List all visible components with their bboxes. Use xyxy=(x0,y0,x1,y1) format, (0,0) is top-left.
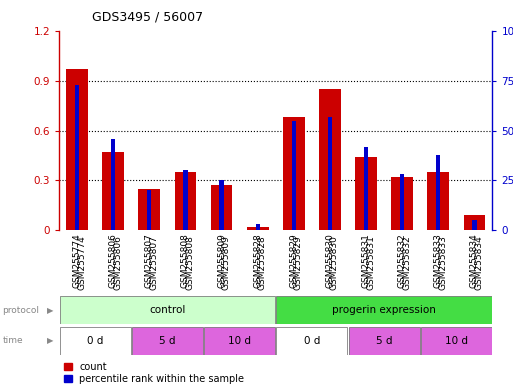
Text: GSM255774: GSM255774 xyxy=(77,235,86,290)
Text: progerin expression: progerin expression xyxy=(332,305,436,315)
Text: GSM255829: GSM255829 xyxy=(294,235,303,290)
Text: GSM255807: GSM255807 xyxy=(149,235,159,290)
Bar xyxy=(102,152,124,230)
Text: GSM255833: GSM255833 xyxy=(434,233,443,288)
Text: 0 d: 0 d xyxy=(304,336,320,346)
Text: GSM255828: GSM255828 xyxy=(253,233,262,288)
Bar xyxy=(75,84,79,230)
FancyBboxPatch shape xyxy=(277,296,492,324)
Text: GSM255831: GSM255831 xyxy=(366,235,375,290)
Bar xyxy=(319,89,341,230)
Text: control: control xyxy=(149,305,186,315)
Text: time: time xyxy=(3,336,23,345)
Text: GSM255834: GSM255834 xyxy=(470,233,479,288)
Bar xyxy=(183,170,188,230)
Bar xyxy=(427,172,449,230)
Text: GSM255830: GSM255830 xyxy=(330,235,339,290)
FancyBboxPatch shape xyxy=(349,327,420,355)
Text: GSM255831: GSM255831 xyxy=(362,233,370,288)
FancyBboxPatch shape xyxy=(60,296,275,324)
FancyBboxPatch shape xyxy=(132,327,203,355)
Text: GSM255829: GSM255829 xyxy=(289,233,298,288)
Bar xyxy=(364,147,368,230)
Text: 10 d: 10 d xyxy=(445,336,468,346)
FancyBboxPatch shape xyxy=(277,327,347,355)
Text: GSM255809: GSM255809 xyxy=(217,233,226,288)
Text: GSM255806: GSM255806 xyxy=(113,235,122,290)
Bar xyxy=(174,172,196,230)
Text: GSM255808: GSM255808 xyxy=(181,233,190,288)
Bar xyxy=(391,177,413,230)
Text: GSM255832: GSM255832 xyxy=(402,235,411,290)
Bar xyxy=(139,189,160,230)
Bar xyxy=(247,227,268,230)
Text: GSM255834: GSM255834 xyxy=(475,235,483,290)
Bar xyxy=(472,220,477,230)
Legend: count, percentile rank within the sample: count, percentile rank within the sample xyxy=(64,362,244,384)
Text: 10 d: 10 d xyxy=(228,336,251,346)
Text: 5 d: 5 d xyxy=(159,336,175,346)
Bar xyxy=(464,215,485,230)
Text: GDS3495 / 56007: GDS3495 / 56007 xyxy=(92,10,204,23)
Text: GSM255809: GSM255809 xyxy=(222,235,230,290)
Text: ▶: ▶ xyxy=(47,336,54,345)
Text: GSM255828: GSM255828 xyxy=(258,235,267,290)
FancyBboxPatch shape xyxy=(421,327,492,355)
Text: GSM255832: GSM255832 xyxy=(398,233,407,288)
Text: 0 d: 0 d xyxy=(87,336,103,346)
Text: GSM255806: GSM255806 xyxy=(109,233,117,288)
Text: GSM255807: GSM255807 xyxy=(145,233,154,288)
Text: GSM255833: GSM255833 xyxy=(438,235,447,290)
Text: protocol: protocol xyxy=(3,306,40,314)
Bar xyxy=(436,154,441,230)
Text: 5 d: 5 d xyxy=(376,336,392,346)
Bar xyxy=(355,157,377,230)
Bar xyxy=(400,174,404,230)
Bar xyxy=(66,69,88,230)
Bar xyxy=(255,224,260,230)
Bar xyxy=(328,117,332,230)
Text: GSM255808: GSM255808 xyxy=(185,235,194,290)
Bar xyxy=(111,139,115,230)
Text: ▶: ▶ xyxy=(47,306,54,314)
Bar xyxy=(283,117,305,230)
Bar xyxy=(291,121,296,230)
Bar xyxy=(211,185,232,230)
Bar xyxy=(220,180,224,230)
Text: GSM255830: GSM255830 xyxy=(325,233,334,288)
Bar xyxy=(147,190,151,230)
FancyBboxPatch shape xyxy=(60,327,130,355)
Text: GSM255774: GSM255774 xyxy=(72,233,82,288)
FancyBboxPatch shape xyxy=(204,327,275,355)
